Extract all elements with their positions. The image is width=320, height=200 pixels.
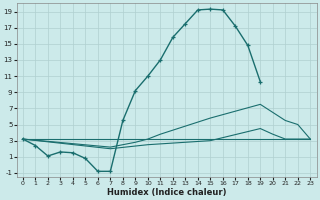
X-axis label: Humidex (Indice chaleur): Humidex (Indice chaleur): [107, 188, 226, 197]
